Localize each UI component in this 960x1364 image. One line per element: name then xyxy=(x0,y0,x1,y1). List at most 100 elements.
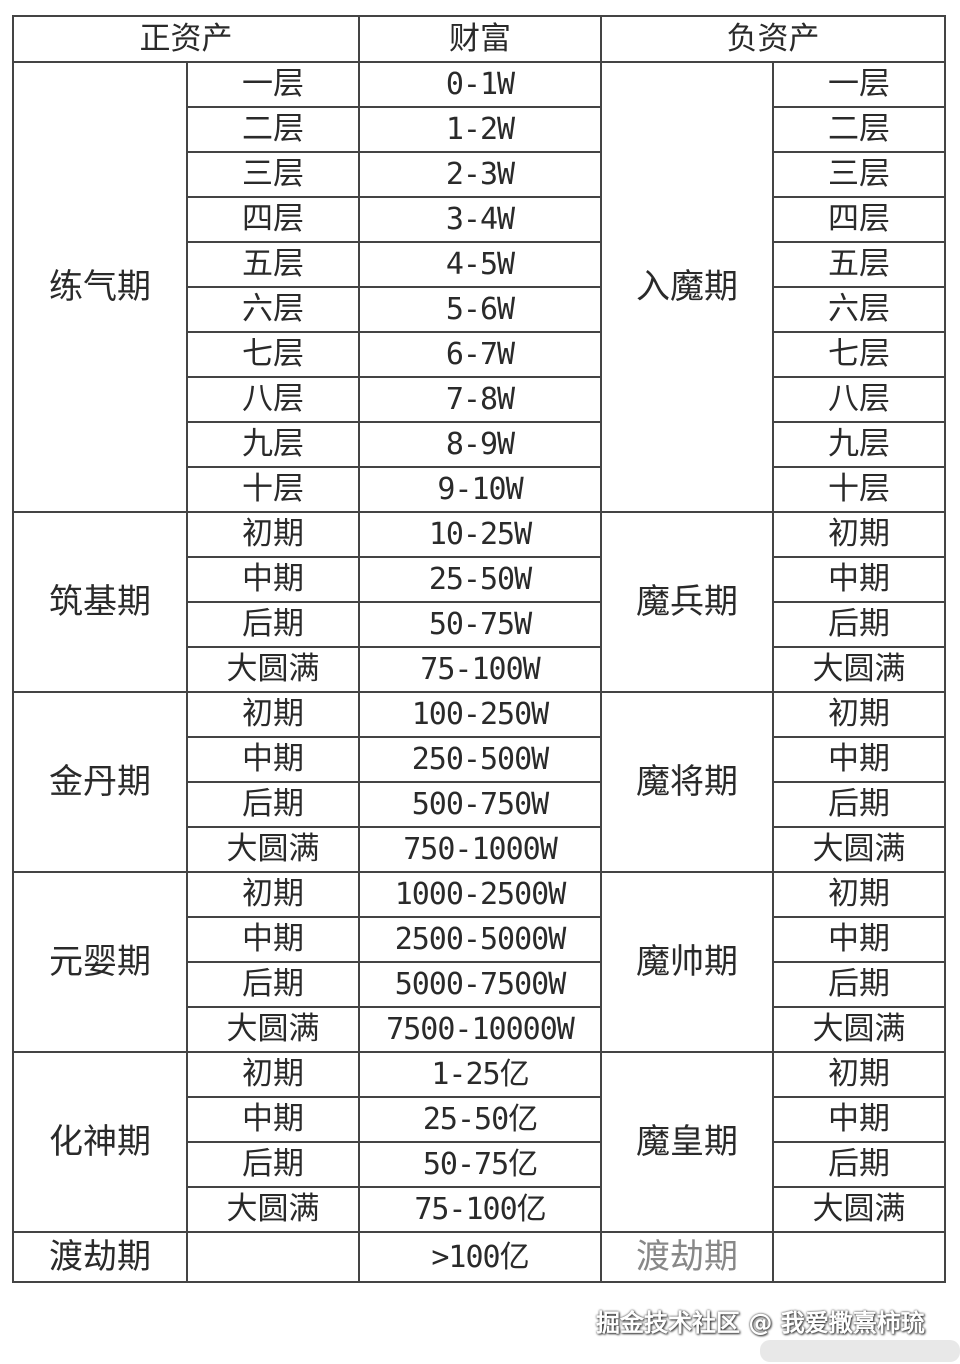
wealth-range-final: >100亿 xyxy=(358,1231,602,1283)
positive-substage: 中期 xyxy=(186,736,360,783)
table-row: 元婴期 初期 1000-2500W 魔帅期 初期 xyxy=(12,871,946,1053)
table-row: 中期 250-500W 中期 xyxy=(13,736,946,783)
table-row: 九层 8-9W 九层 xyxy=(13,421,946,468)
positive-substage: 后期 xyxy=(186,1141,360,1188)
positive-substage: 四层 xyxy=(186,196,360,243)
table-row: 化神期 初期 1-25亿 魔皇期 初期 xyxy=(12,1051,946,1233)
positive-substage: 中期 xyxy=(186,1096,360,1143)
wealth-range: 100-250W xyxy=(358,691,602,738)
table-body: 练气期 一层 0-1W 入魔期 一层 二层 1-2W 二层 三层 2-3W 三层 四层 3-4W 四层 五层… xyxy=(12,61,946,1283)
positive-substage: 初期 xyxy=(186,1051,360,1098)
positive-stage: 金丹期 xyxy=(12,691,188,873)
wealth-range: 250-500W xyxy=(358,736,602,783)
table-row: 大圆满 75-100亿 大圆满 xyxy=(13,1186,946,1233)
image-smear xyxy=(760,1340,960,1362)
table-row: 后期 500-750W 后期 xyxy=(13,781,946,828)
table-row: 金丹期 初期 100-250W 魔将期 初期 xyxy=(12,691,946,873)
negative-stage: 魔皇期 xyxy=(600,1051,774,1233)
table-row: 七层 6-7W 七层 xyxy=(13,331,946,378)
table-row-final: 渡劫期 >100亿 渡劫期 xyxy=(12,1231,946,1283)
positive-substage: 一层 xyxy=(186,61,360,108)
wealth-range: 500-750W xyxy=(358,781,602,828)
negative-stage: 魔兵期 xyxy=(600,511,774,693)
negative-substage: 四层 xyxy=(772,196,946,243)
wealth-range: 3-4W xyxy=(358,196,602,243)
negative-substage: 五层 xyxy=(772,241,946,288)
wealth-range: 50-75亿 xyxy=(358,1141,602,1188)
header-positive-assets: 正资产 xyxy=(12,15,360,63)
negative-substage: 初期 xyxy=(772,871,946,918)
positive-substage: 大圆满 xyxy=(186,646,360,693)
positive-substage: 七层 xyxy=(186,331,360,378)
positive-substage: 后期 xyxy=(186,601,360,648)
table-row: 后期 50-75亿 后期 xyxy=(13,1141,946,1188)
wealth-range: 1000-2500W xyxy=(358,871,602,918)
positive-substage: 中期 xyxy=(186,556,360,603)
positive-substage: 初期 xyxy=(186,871,360,918)
negative-substage: 中期 xyxy=(772,1096,946,1143)
positive-substage: 初期 xyxy=(186,691,360,738)
table-row: 筑基期 初期 10-25W 魔兵期 初期 xyxy=(12,511,946,693)
table-row: 二层 1-2W 二层 xyxy=(13,106,946,153)
negative-substage: 中期 xyxy=(772,916,946,963)
table-row: 后期 5000-7500W 后期 xyxy=(13,961,946,1008)
header-negative-assets: 负资产 xyxy=(600,15,946,63)
wealth-range: 2500-5000W xyxy=(358,916,602,963)
positive-substage: 大圆满 xyxy=(186,826,360,873)
negative-substage: 大圆满 xyxy=(772,1006,946,1053)
wealth-range: 10-25W xyxy=(358,511,602,558)
negative-stage: 魔将期 xyxy=(600,691,774,873)
negative-substage: 后期 xyxy=(772,961,946,1008)
positive-stage: 练气期 xyxy=(12,61,188,513)
table-row: 大圆满 75-100W 大圆满 xyxy=(13,646,946,693)
wealth-range: 6-7W xyxy=(358,331,602,378)
positive-substage: 六层 xyxy=(186,286,360,333)
positive-substage: 二层 xyxy=(186,106,360,153)
wealth-range: 2-3W xyxy=(358,151,602,198)
positive-substage: 五层 xyxy=(186,241,360,288)
negative-substage: 一层 xyxy=(772,61,946,108)
wealth-range: 750-1000W xyxy=(358,826,602,873)
wealth-range: 9-10W xyxy=(358,466,602,513)
negative-stage: 魔帅期 xyxy=(600,871,774,1053)
positive-substage: 初期 xyxy=(186,511,360,558)
negative-substage: 后期 xyxy=(772,601,946,648)
wealth-range: 25-50亿 xyxy=(358,1096,602,1143)
positive-substage: 后期 xyxy=(186,781,360,828)
positive-substage: 八层 xyxy=(186,376,360,423)
negative-substage: 六层 xyxy=(772,286,946,333)
negative-stage: 入魔期 xyxy=(600,61,774,513)
wealth-range: 75-100亿 xyxy=(358,1186,602,1233)
wealth-range: 75-100W xyxy=(358,646,602,693)
positive-substage: 九层 xyxy=(186,421,360,468)
negative-stage-final: 渡劫期 xyxy=(600,1231,774,1283)
wealth-range: 8-9W xyxy=(358,421,602,468)
negative-substage: 大圆满 xyxy=(772,826,946,873)
table-row: 大圆满 750-1000W 大圆满 xyxy=(13,826,946,873)
positive-stage-final: 渡劫期 xyxy=(12,1231,188,1283)
wealth-range: 1-25亿 xyxy=(358,1051,602,1098)
negative-substage: 二层 xyxy=(772,106,946,153)
header-row: 正资产 财富 负资产 xyxy=(12,15,946,63)
negative-substage: 初期 xyxy=(772,691,946,738)
watermark: 掘金技术社区 @ 我爱撒熹柿琉 xyxy=(596,1309,925,1337)
positive-substage: 三层 xyxy=(186,151,360,198)
negative-substage: 九层 xyxy=(772,421,946,468)
positive-substage: 中期 xyxy=(186,916,360,963)
table-row: 大圆满 7500-10000W 大圆满 xyxy=(13,1006,946,1053)
table-row: 四层 3-4W 四层 xyxy=(13,196,946,243)
negative-substage: 后期 xyxy=(772,781,946,828)
table-row: 八层 7-8W 八层 xyxy=(13,376,946,423)
positive-substage: 后期 xyxy=(186,961,360,1008)
table-row: 练气期 一层 0-1W 入魔期 一层 xyxy=(12,61,946,513)
positive-stage: 元婴期 xyxy=(12,871,188,1053)
table-row: 三层 2-3W 三层 xyxy=(13,151,946,198)
negative-substage: 七层 xyxy=(772,331,946,378)
cultivation-wealth-table: 正资产 财富 负资产 练气期 一层 0-1W 入魔期 一层 二层 1-2W 二层 三层 2-3W 三… xyxy=(12,15,946,1283)
table-row: 中期 2500-5000W 中期 xyxy=(13,916,946,963)
negative-substage: 中期 xyxy=(772,736,946,783)
wealth-range: 5000-7500W xyxy=(358,961,602,1008)
table-row: 中期 25-50W 中期 xyxy=(13,556,946,603)
negative-substage: 八层 xyxy=(772,376,946,423)
wealth-range: 7500-10000W xyxy=(358,1006,602,1053)
